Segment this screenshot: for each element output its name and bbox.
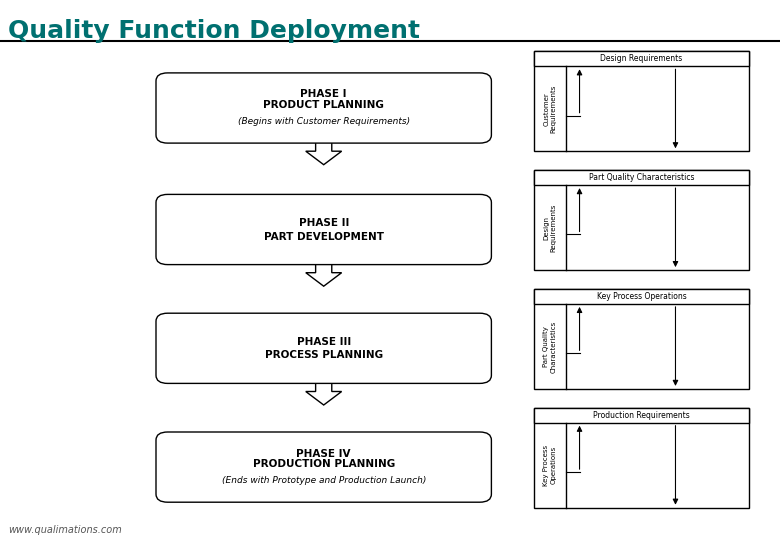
Text: www.qualimations.com: www.qualimations.com xyxy=(8,524,122,535)
Text: PHASE III: PHASE III xyxy=(296,337,351,347)
Text: Design
Requirements: Design Requirements xyxy=(544,204,556,252)
Bar xyxy=(534,408,749,423)
Text: PRODUCT PLANNING: PRODUCT PLANNING xyxy=(264,100,384,110)
Text: Part Quality
Characteristics: Part Quality Characteristics xyxy=(544,320,556,373)
Text: Customer
Requirements: Customer Requirements xyxy=(544,85,556,133)
Bar xyxy=(534,51,749,151)
Text: (Ends with Prototype and Production Launch): (Ends with Prototype and Production Laun… xyxy=(222,476,426,485)
Bar xyxy=(534,408,749,508)
Text: Design Requirements: Design Requirements xyxy=(601,55,682,63)
Text: PHASE I: PHASE I xyxy=(300,90,347,99)
Text: PHASE II: PHASE II xyxy=(299,218,349,228)
Text: PROCESS PLANNING: PROCESS PLANNING xyxy=(264,350,383,360)
FancyBboxPatch shape xyxy=(156,73,491,143)
Bar xyxy=(534,170,749,185)
Text: Part Quality Characteristics: Part Quality Characteristics xyxy=(589,173,694,182)
FancyBboxPatch shape xyxy=(156,313,491,383)
Text: Key Process
Operations: Key Process Operations xyxy=(544,444,556,486)
Bar xyxy=(534,170,749,270)
Bar xyxy=(534,289,749,304)
Polygon shape xyxy=(306,132,342,165)
Text: Key Process Operations: Key Process Operations xyxy=(597,292,686,301)
Text: (Begins with Customer Requirements): (Begins with Customer Requirements) xyxy=(238,117,410,126)
FancyBboxPatch shape xyxy=(156,432,491,502)
Text: Production Requirements: Production Requirements xyxy=(593,411,690,420)
Text: PART DEVELOPMENT: PART DEVELOPMENT xyxy=(264,232,384,241)
Bar xyxy=(534,51,749,66)
Text: PRODUCTION PLANNING: PRODUCTION PLANNING xyxy=(253,460,395,469)
Text: PHASE IV: PHASE IV xyxy=(296,449,351,458)
FancyBboxPatch shape xyxy=(156,194,491,265)
Bar xyxy=(534,289,749,389)
Polygon shape xyxy=(306,254,342,286)
Polygon shape xyxy=(306,373,342,405)
Text: Quality Function Deployment: Quality Function Deployment xyxy=(8,19,420,43)
